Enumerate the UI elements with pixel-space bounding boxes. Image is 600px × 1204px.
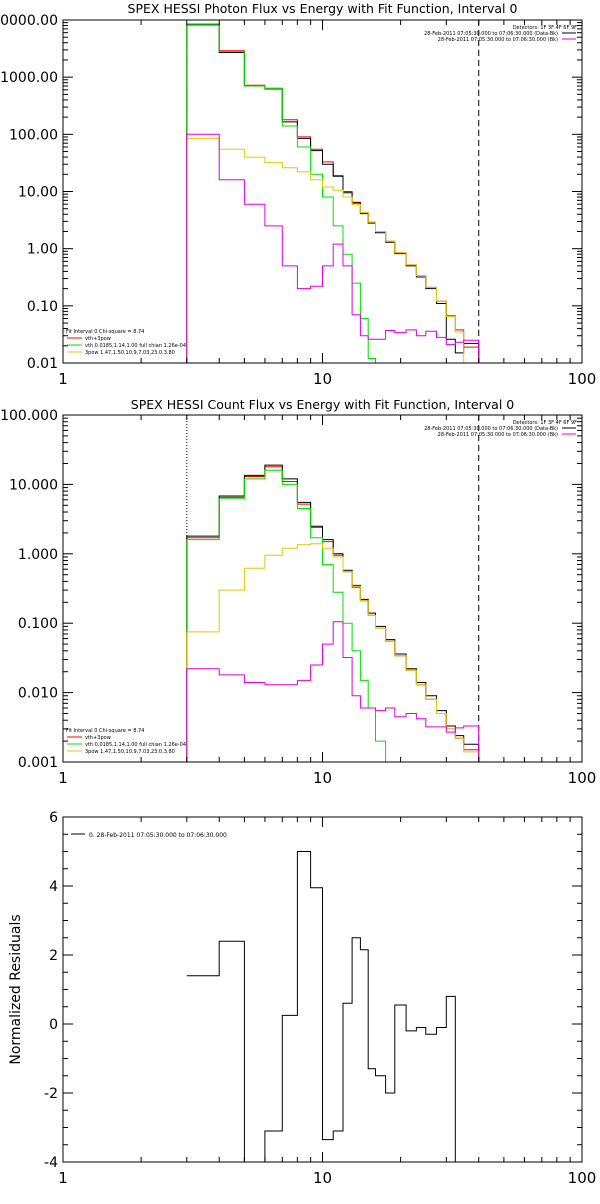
- legend-entry: 3pow 1.47,1.50,10.9,7.03,23.0,3.80: [85, 350, 175, 356]
- x-tick-label: 1: [58, 1169, 68, 1187]
- series-line: [186, 137, 465, 363]
- y-tick-label: 100.00: [9, 127, 58, 143]
- x-tick-label: 100: [568, 370, 597, 388]
- y-tick-label: -2: [44, 1086, 58, 1102]
- y-tick-label: 6: [49, 810, 58, 826]
- x-tick-label: 100: [568, 769, 597, 787]
- series-line: [186, 543, 480, 762]
- x-tick-label: 10: [313, 1169, 332, 1187]
- legend-entry: vth+3pow: [85, 336, 111, 342]
- y-tick-label: -4: [44, 1155, 58, 1171]
- y-tick-label: 0.010: [18, 686, 58, 702]
- legend-entry: 28-Feb-2011 07:05:30.000 to 07:06:30.000…: [438, 37, 558, 43]
- x-tick-label: 10: [313, 370, 332, 388]
- legend-entry: 28-Feb-2011 07:05:30.000 to 07:06:30.000…: [424, 426, 558, 432]
- y-tick-label: 0: [49, 1017, 58, 1033]
- legend-entry: Fit Interval 0 Chi-square = 8.74: [66, 329, 144, 335]
- plot-frame: [62, 414, 583, 763]
- y-tick-label: 10.000: [9, 477, 58, 493]
- chart-title: SPEX HESSI Count Flux vs Energy with Fit…: [131, 397, 514, 412]
- series-line: [186, 464, 480, 762]
- x-tick-label: 1: [58, 769, 68, 787]
- series-line: [186, 133, 480, 363]
- x-tick-label: 1: [58, 370, 68, 388]
- legend-entry: Fit Interval 0 Chi-square = 8.74: [66, 728, 144, 734]
- series-line: [186, 23, 376, 363]
- chart-title: SPEX HESSI Photon Flux vs Energy with Fi…: [128, 1, 518, 16]
- legend-entry: Detectors: 1F 3F 4F 6F 9F: [513, 25, 577, 31]
- y-tick-label: 2: [49, 948, 58, 964]
- legend-entry: 28-Feb-2011 07:05:30.000 to 07:06:30.000…: [438, 432, 558, 438]
- series-line: [186, 469, 387, 762]
- y-tick-label: 0000.00: [0, 13, 58, 29]
- series-line: [186, 621, 480, 762]
- y-tick-label: 0.01: [27, 356, 58, 372]
- x-tick-label: 100: [568, 1169, 597, 1187]
- y-tick-label: 4: [49, 879, 58, 895]
- y-tick-label: 1000.00: [0, 70, 58, 86]
- y-axis-label: Normalized Residuals: [8, 914, 24, 1064]
- legend-entry: Detectors: 1F 3F 4F 6F 9F: [513, 420, 577, 426]
- y-tick-label: 10.00: [18, 185, 58, 201]
- y-tick-label: 0.100: [18, 616, 58, 632]
- legend-entry: vth 0.0185,1.14,1.00 full chian 1.26e-04: [85, 742, 186, 748]
- y-tick-label: 0.001: [18, 755, 58, 771]
- y-tick-label: 1.00: [27, 242, 58, 258]
- y-tick-label: 0.10: [27, 299, 58, 315]
- y-tick-label: 1.000: [18, 547, 58, 563]
- legend-entry: vth 0.0185,1.14,1.00 full chian 1.26e-04: [85, 343, 186, 349]
- legend-entry: 3pow 1.47,1.50,10.9,7.03,23.0,3.80: [85, 749, 175, 755]
- series-line: [186, 851, 456, 1162]
- y-tick-label: 100.000: [0, 408, 58, 424]
- legend-entry: 0. 28-Feb-2011 07:05:30.000 to 07:06:30.…: [89, 832, 227, 839]
- x-tick-label: 10: [313, 769, 332, 787]
- legend-entry: vth+3pow: [85, 735, 111, 741]
- legend-entry: 28-Feb-2011 07:05:30.000 to 07:06:30.000…: [424, 31, 558, 37]
